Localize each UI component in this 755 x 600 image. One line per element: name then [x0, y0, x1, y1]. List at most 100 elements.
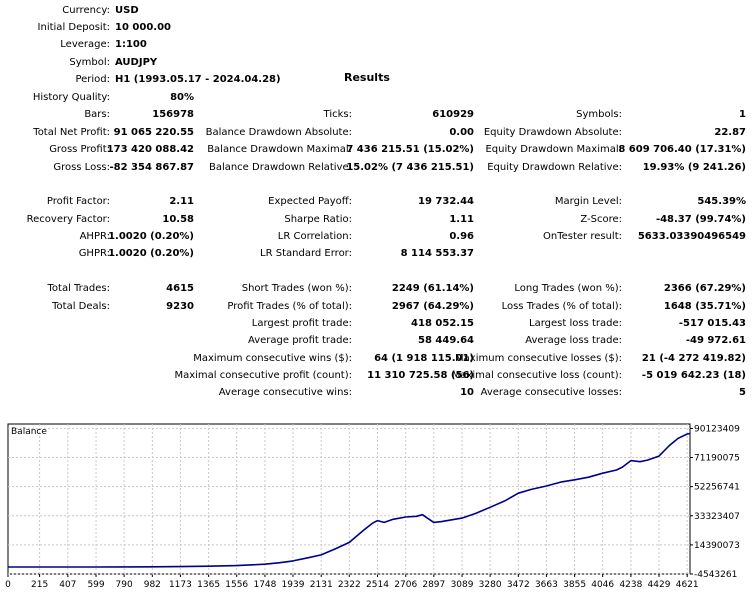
stat-label: Balance Drawdown Relative:: [208, 161, 352, 173]
stat-label: Loss Trades (% of total):: [501, 300, 622, 312]
stat-label: Short Trades (won %):: [241, 283, 352, 295]
header-value: AUDJPY: [115, 56, 158, 68]
stat-value: 8 114 553.37: [400, 248, 474, 260]
header-value: H1 (1993.05.17 - 2024.04.28): [115, 73, 281, 85]
stat-value: 58 449.64: [418, 335, 474, 347]
stat-value: 418 052.15: [411, 317, 474, 329]
x-tick-label: 982: [144, 580, 161, 590]
stat-label: Maximum consecutive losses ($):: [455, 352, 622, 364]
header-value: USD: [115, 5, 139, 16]
stat-value: 80%: [170, 92, 194, 103]
stat-label: Maximum consecutive wins ($):: [193, 352, 352, 364]
stat-value: 21 (-4 272 419.82): [641, 352, 746, 364]
x-tick-label: 1173: [169, 580, 192, 590]
stat-label: Equity Drawdown Absolute:: [483, 126, 622, 138]
stat-value: -517 015.43: [678, 317, 746, 329]
stat-value: 173 420 088.42: [106, 144, 194, 156]
balance-chart: 0 215 407 599 790 982 1173 1365 1556 1748 1939 2131…: [0, 420, 755, 600]
stat-value: 1: [739, 109, 746, 121]
chart-title: Balance: [11, 427, 47, 437]
balance-line: [8, 432, 691, 568]
stat-value: -49 972.61: [685, 335, 746, 347]
x-tick-label: 2131: [310, 580, 333, 590]
header-label: Leverage:: [60, 39, 110, 51]
x-tick-label: 3280: [479, 580, 502, 590]
header-value: 10 000.00: [115, 22, 171, 34]
stat-label: Long Trades (won %):: [514, 283, 622, 295]
x-tick-label: 1556: [225, 580, 248, 590]
x-tick-label: 3472: [507, 580, 530, 590]
report-title: Results: [344, 71, 390, 84]
stat-value: 64 (1 918 115.01): [374, 352, 474, 364]
y-tick-label: 90123409: [694, 424, 740, 434]
y-tick-label: 71190075: [694, 454, 740, 464]
stat-value: 9230: [166, 300, 194, 312]
stat-value: 5: [739, 387, 746, 399]
stat-label: Maximal consecutive loss (count):: [451, 370, 622, 382]
stat-label: Average loss trade:: [525, 335, 622, 347]
stat-label: Largest profit trade:: [251, 317, 352, 329]
stat-label: Gross Profit:: [49, 144, 110, 156]
stat-value: -48.37 (99.74%): [655, 213, 746, 225]
stat-value: 1.11: [449, 213, 474, 225]
stat-label: Average profit trade:: [247, 335, 352, 347]
stat-label: Profit Trades (% of total):: [227, 300, 352, 312]
plot-area: [7, 423, 691, 575]
stat-label: Ticks:: [323, 109, 352, 121]
header-label: Period:: [75, 73, 110, 85]
y-tick-label: 14390073: [694, 541, 740, 551]
stat-value: 2366 (67.29%): [663, 283, 746, 295]
x-tick-label: 1939: [282, 580, 305, 590]
stat-value: 0.96: [449, 231, 474, 243]
stat-label: Maximal consecutive profit (count):: [174, 370, 352, 382]
stat-value: 1.0020 (0.20%): [108, 248, 194, 260]
stat-value: -82 354 867.87: [109, 161, 195, 173]
stat-label: Profit Factor:: [46, 196, 110, 208]
stat-value: 7 436 215.51 (15.02%): [346, 144, 474, 156]
x-tick-label: 407: [59, 580, 76, 590]
header-label: Initial Deposit:: [37, 22, 110, 34]
stat-label: Average consecutive losses:: [480, 387, 622, 399]
stat-label: Z-Score:: [580, 213, 622, 225]
stat-value: 610929: [432, 109, 474, 121]
stat-value: 11 310 725.58 (56): [367, 370, 474, 382]
stat-value: 2249 (61.14%): [391, 283, 474, 295]
x-tick-label: 599: [87, 580, 104, 590]
stat-label: Average consecutive wins:: [218, 387, 352, 399]
x-tick-label: 0: [5, 580, 11, 590]
stat-value: 1648 (35.71%): [663, 300, 746, 312]
stat-value: 2967 (64.29%): [391, 300, 474, 312]
x-tick-label: 3663: [535, 580, 558, 590]
stat-label: Expected Payoff:: [268, 196, 352, 208]
stat-label: LR Standard Error:: [260, 248, 352, 260]
stat-label: GHPR:: [78, 248, 110, 260]
y-tick-label: 52256741: [694, 483, 740, 493]
stat-label: Total Deals:: [52, 300, 110, 312]
stat-label: Gross Loss:: [53, 161, 110, 173]
stat-value: 22.87: [714, 126, 746, 138]
stat-value: 1.0020 (0.20%): [108, 231, 194, 243]
stat-label: Margin Level:: [554, 196, 622, 208]
x-tick-label: 4046: [591, 580, 614, 590]
stat-value: 15.02% (7 436 215.51): [346, 161, 474, 173]
x-tick-label: 215: [31, 580, 48, 590]
stat-value: 19 732.44: [418, 196, 474, 208]
x-tick-label: 1365: [197, 580, 220, 590]
stat-value: 4615: [166, 283, 194, 295]
stat-label: AHPR:: [79, 231, 110, 243]
stat-value: 19.93% (9 241.26): [642, 161, 746, 173]
stat-label: Recovery Factor:: [26, 213, 110, 225]
stat-value: 10.58: [162, 213, 194, 225]
stat-label: Total Trades:: [47, 283, 111, 295]
stat-value: -5 019 642.23 (18): [641, 370, 746, 382]
header-label: Currency:: [62, 5, 110, 16]
stat-value: 91 065 220.55: [113, 126, 194, 138]
stat-value: 156978: [152, 109, 194, 121]
stat-label: History Quality:: [32, 92, 110, 103]
stat-value: 2.11: [169, 196, 194, 208]
stat-label: OnTester result:: [542, 231, 622, 243]
stat-label: Total Net Profit:: [33, 126, 110, 138]
x-tick-label: 3855: [563, 580, 586, 590]
y-tick-label: 33323407: [694, 512, 740, 522]
stat-label: Equity Drawdown Relative:: [487, 161, 622, 173]
